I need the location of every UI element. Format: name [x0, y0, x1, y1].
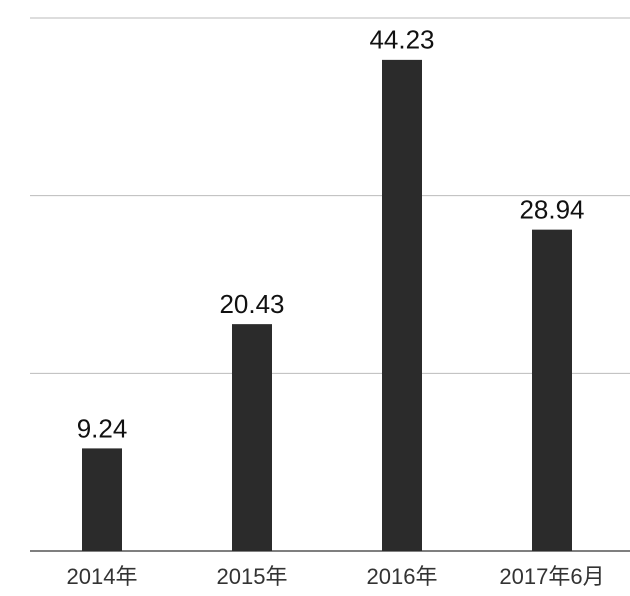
value-label: 9.24: [77, 413, 128, 443]
bar: [382, 59, 422, 552]
x-tick-label: 2016年: [367, 564, 438, 589]
x-tick-label: 2017年6月: [499, 564, 604, 589]
bar: [82, 448, 122, 551]
bar: [532, 229, 572, 551]
value-label: 44.23: [369, 25, 434, 55]
value-label: 28.94: [519, 195, 584, 225]
bar: [232, 324, 272, 551]
value-label: 20.43: [219, 289, 284, 319]
x-tick-label: 2014年: [67, 564, 138, 589]
x-tick-label: 2015年: [217, 564, 288, 589]
